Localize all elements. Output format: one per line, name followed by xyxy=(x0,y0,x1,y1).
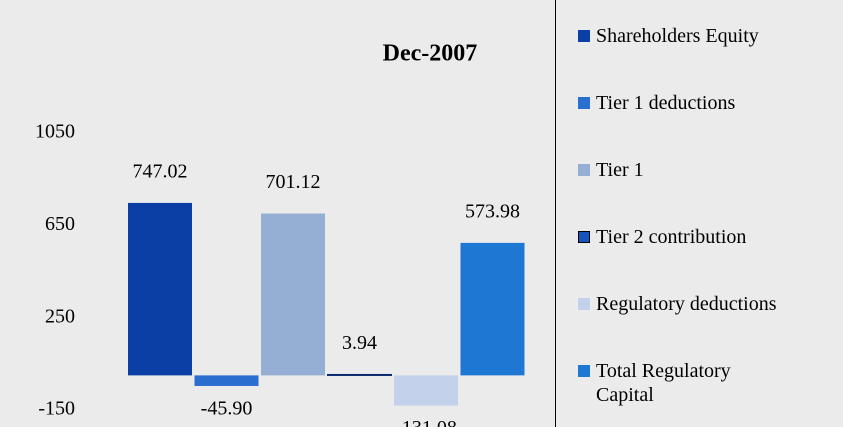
y-tick-label: 650 xyxy=(45,213,75,235)
legend-item: Regulatory deductions xyxy=(556,292,843,359)
bar xyxy=(194,375,259,386)
legend-label: Tier 1 xyxy=(596,159,644,181)
bar xyxy=(327,373,392,376)
legend-swatch xyxy=(578,97,590,109)
bar xyxy=(394,375,458,406)
legend-label: Tier 2 contribution xyxy=(596,226,747,248)
chart-title: Dec-2007 xyxy=(383,41,478,67)
bar xyxy=(261,213,325,376)
legend-swatch xyxy=(578,164,590,176)
legend-label: Regulatory deductions xyxy=(596,293,777,315)
y-tick-label: 1050 xyxy=(35,121,75,143)
data-label: 701.12 xyxy=(266,171,321,193)
legend-swatch xyxy=(578,30,590,42)
bar xyxy=(460,242,525,376)
chart: Dec-2007 -150 250 650 1050 747.02 -45.90 701.1… xyxy=(35,41,525,427)
legend-swatch xyxy=(578,365,590,377)
data-label: 747.02 xyxy=(133,161,188,183)
data-label: 3.94 xyxy=(342,332,377,354)
data-label: 573.98 xyxy=(465,200,520,222)
legend-item: Total Regulatory Capital xyxy=(556,359,843,426)
data-label: -131.08 xyxy=(395,417,457,427)
legend-swatch xyxy=(578,298,590,310)
legend-item: Shareholders Equity xyxy=(556,24,843,91)
y-tick-label: -150 xyxy=(38,398,75,420)
legend-label: Shareholders Equity xyxy=(596,25,759,47)
legend: Shareholders Equity Tier 1 deductions Tier… xyxy=(555,0,843,427)
legend-swatch xyxy=(578,231,590,243)
legend-item: Tier 2 contribution xyxy=(556,225,843,292)
legend-label: Tier 1 deductions xyxy=(596,92,736,114)
legend-label: Total Regulatory Capital xyxy=(596,360,731,406)
data-label: -45.90 xyxy=(201,398,253,420)
bar xyxy=(128,202,192,376)
legend-item: Tier 1 xyxy=(556,158,843,225)
legend-item: Tier 1 deductions xyxy=(556,91,843,158)
y-tick-label: 250 xyxy=(45,305,75,327)
